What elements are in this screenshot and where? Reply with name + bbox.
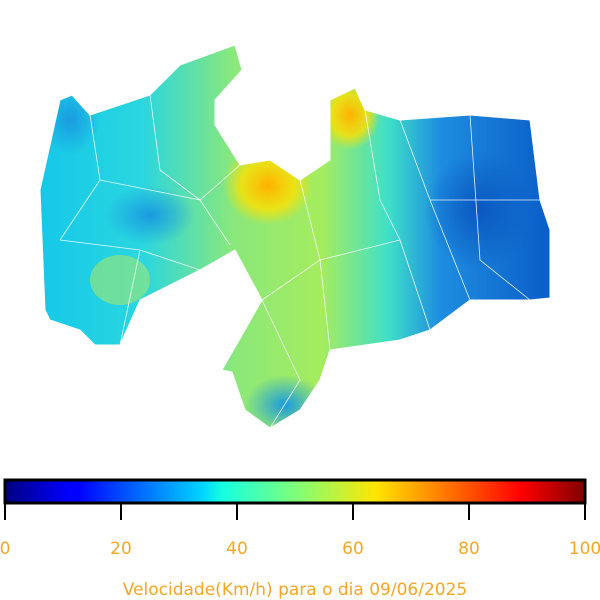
colorbar (3, 478, 587, 505)
colorbar-label: Velocidade(Km/h) para o dia 09/06/2025 (123, 580, 467, 600)
tick-label: 0 (0, 539, 10, 559)
state-map (40, 45, 550, 428)
colorbar-axis: 0 20 40 60 80 100 (0, 503, 600, 559)
tick-label: 60 (342, 539, 364, 559)
tick-label: 100 (569, 539, 600, 559)
tick-label: 20 (110, 539, 132, 559)
tick-label: 40 (226, 539, 248, 559)
tick-label: 80 (458, 539, 480, 559)
